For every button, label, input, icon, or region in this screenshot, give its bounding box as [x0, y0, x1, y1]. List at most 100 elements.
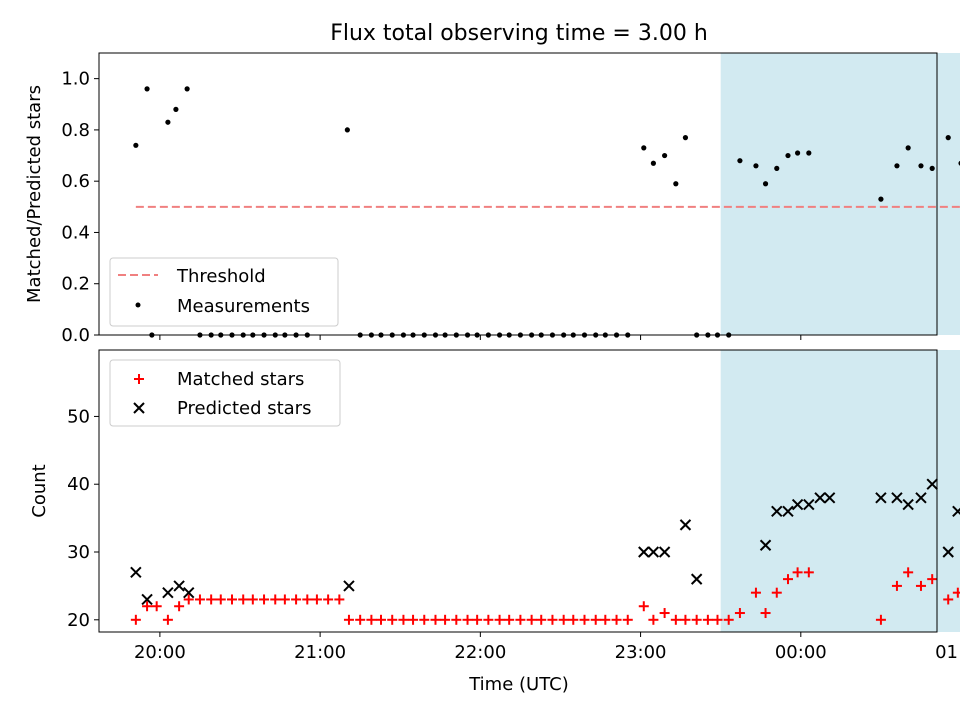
matched-star-point — [792, 567, 803, 578]
top-y-tick-label: 1.0 — [61, 69, 90, 90]
matched-star-point — [611, 614, 622, 625]
predicted-star-point — [814, 492, 826, 504]
measurement-point — [737, 158, 743, 164]
predicted-star-point — [183, 586, 195, 599]
predicted-star-point — [803, 498, 815, 511]
measurement-point — [795, 150, 801, 156]
measurement-point — [650, 160, 656, 166]
matched-star-point — [579, 614, 590, 625]
ratio-panel: 0.0 0.2 0.4 0.6 0.8 1.0 Matched/Predicted sta… — [24, 52, 960, 346]
x-tick-label: 22:00 — [454, 642, 506, 663]
measurement-point — [662, 152, 668, 159]
matched-star-point — [311, 594, 322, 605]
measurement-point — [762, 181, 769, 187]
matched-star-point — [782, 574, 793, 585]
measurement-point — [894, 163, 900, 169]
legend-matched-label: Matched stars — [177, 369, 304, 390]
matched-star-point — [515, 614, 526, 625]
matched-star-point — [226, 594, 237, 605]
matched-star-point — [355, 614, 366, 625]
matched-star-point — [504, 614, 515, 625]
matched-star-point — [622, 614, 633, 625]
matched-star-point — [462, 614, 473, 625]
measurement-point — [173, 106, 179, 112]
predicted-star-points — [130, 478, 960, 606]
legend-measurements-swatch — [135, 302, 141, 308]
top-y-tick-label: 0.4 — [61, 222, 90, 243]
x-tick-label: 21:00 — [294, 642, 346, 663]
matched-star-point — [771, 587, 782, 598]
x-tick-label: 20:00 — [134, 642, 186, 663]
measurement-point — [184, 86, 190, 92]
matched-star-point — [536, 614, 547, 625]
top-legend: Threshold Measurements — [109, 257, 339, 327]
predicted-star-point — [915, 492, 927, 504]
matched-star-point — [334, 594, 345, 605]
matched-star-point — [451, 614, 462, 625]
bottom-legend-frame — [109, 359, 341, 427]
predicted-star-point — [942, 546, 954, 558]
x-axis-label: Time (UTC) — [468, 674, 569, 695]
measurement-point — [144, 86, 150, 92]
measurement-point — [344, 127, 350, 133]
top-y-tick-label: 0.0 — [61, 325, 90, 346]
measurement-point — [905, 145, 911, 151]
matched-star-point — [174, 601, 185, 612]
measurement-point — [753, 163, 759, 169]
measurement-point — [878, 196, 884, 202]
predicted-star-point — [891, 492, 903, 504]
matched-star-point — [323, 594, 334, 605]
top-axes-frame — [98, 52, 938, 336]
matched-star-point — [183, 594, 194, 605]
matched-star-point — [387, 614, 398, 625]
bottom-legend: Matched stars Predicted stars — [109, 359, 341, 427]
measurement-point — [774, 165, 780, 171]
predicted-star-point — [658, 546, 671, 558]
top-x-ticks — [159, 335, 802, 340]
matched-star-point — [638, 601, 649, 612]
figure-title: Flux total observing time = 3.00 h — [330, 21, 708, 46]
matched-star-point — [376, 614, 387, 625]
measurement-point — [918, 163, 924, 169]
matched-star-point — [927, 574, 938, 585]
predicted-star-point — [759, 539, 772, 551]
matched-star-point — [366, 614, 377, 625]
matched-star-point — [734, 608, 745, 619]
matched-star-point — [648, 614, 659, 625]
legend-predicted-swatch — [133, 402, 145, 414]
predicted-star-point — [902, 498, 914, 511]
matched-star-point — [712, 614, 723, 625]
matched-star-point — [162, 614, 173, 625]
matched-star-point — [130, 614, 141, 625]
top-y-ticks: 0.0 0.2 0.4 0.6 0.8 1.0 — [61, 69, 99, 346]
matched-star-point — [526, 614, 537, 625]
matched-star-point — [215, 594, 226, 605]
bottom-axes-frame — [98, 349, 938, 633]
legend-measurements-label: Measurements — [177, 296, 310, 317]
measurement-point — [673, 181, 679, 187]
top-y-axis-label: Matched/Predicted stars — [24, 85, 45, 303]
matched-star-point — [483, 614, 494, 625]
predicted-star-point — [875, 492, 887, 504]
matched-star-point — [238, 594, 249, 605]
matched-star-point — [206, 594, 217, 605]
matched-star-point — [494, 614, 505, 625]
measurement-point — [641, 145, 647, 151]
matched-star-point — [279, 594, 290, 605]
matched-star-point — [903, 567, 914, 578]
matched-star-point — [659, 608, 670, 619]
matched-star-point — [952, 587, 960, 598]
matched-star-point — [723, 614, 734, 625]
predicted-star-point — [791, 498, 804, 511]
matched-star-point — [590, 614, 601, 625]
bottom-y-axis-label: Count — [29, 464, 50, 517]
matched-star-point — [194, 594, 205, 605]
matched-star-point — [680, 614, 691, 625]
matched-star-point — [247, 594, 258, 605]
predicted-star-point — [638, 546, 650, 558]
top-y-tick-label: 0.8 — [61, 120, 90, 141]
matched-star-point — [270, 594, 281, 605]
